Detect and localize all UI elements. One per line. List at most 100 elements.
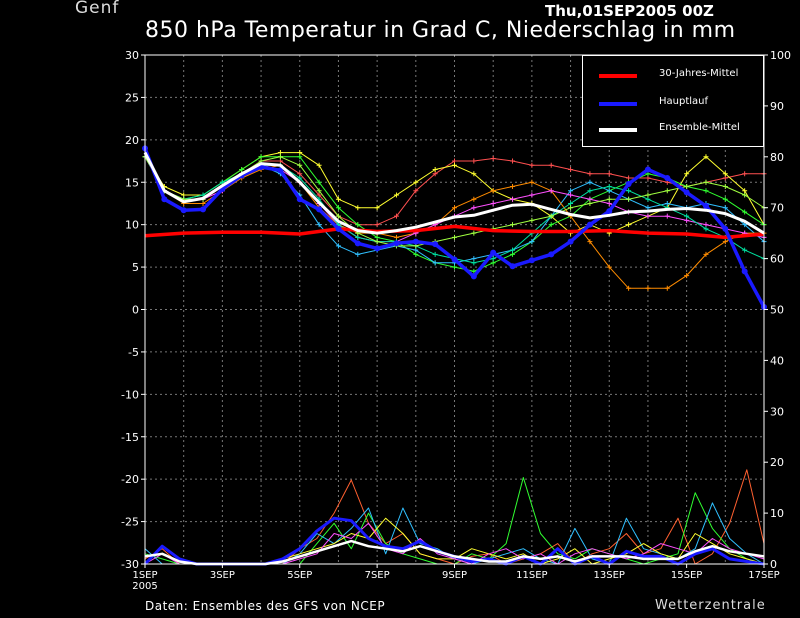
legend-label-climate-mean: 30-Jahres-Mittel <box>659 68 739 79</box>
main-run-point <box>161 196 168 203</box>
data-point-marker <box>742 188 748 194</box>
x-tick-label: 5SEP <box>287 570 312 581</box>
y-left-tick-label: -15 <box>121 431 139 444</box>
data-point-marker <box>277 154 283 160</box>
data-point-marker <box>374 205 380 211</box>
x-year-label: 2005 <box>132 581 157 592</box>
data-point-marker <box>529 217 535 223</box>
main-run-point <box>664 175 671 182</box>
data-point-marker <box>452 158 457 164</box>
data-point-marker <box>355 222 361 228</box>
main-run-point <box>316 206 323 213</box>
main-run-point <box>606 208 613 215</box>
data-point-marker <box>742 247 748 253</box>
legend-swatch-main-run <box>599 102 637 106</box>
data-point-marker <box>664 188 670 194</box>
data-point-marker <box>645 196 651 202</box>
data-point-marker <box>393 192 399 198</box>
data-point-marker <box>529 162 535 168</box>
data-point-marker <box>490 155 496 161</box>
y-left-tick-label: -5 <box>128 346 139 359</box>
main-run-point <box>741 268 748 275</box>
data-point-marker <box>626 222 632 228</box>
data-point-marker <box>606 200 612 206</box>
data-point-marker <box>355 205 361 211</box>
x-tick-label: 17SEP <box>748 570 779 581</box>
x-tick-label: 7SEP <box>365 570 390 581</box>
data-point-marker <box>606 188 612 194</box>
data-point-marker <box>703 251 709 257</box>
main-run-point <box>567 238 574 245</box>
data-point-marker <box>722 196 728 202</box>
y-right-tick-label: 60 <box>770 253 784 266</box>
data-point-marker <box>684 183 690 189</box>
y-right-tick-label: 30 <box>770 405 784 418</box>
chart-axes: 302520151050-5-10-15-20-25-3010090807060… <box>121 49 791 592</box>
y-right-tick-label: 90 <box>770 100 784 113</box>
y-right-tick-label: 100 <box>770 49 791 62</box>
x-tick-label: 15SEP <box>671 570 702 581</box>
temperature-main-lines <box>142 145 767 310</box>
data-point-marker <box>722 183 728 189</box>
y-left-tick-label: 0 <box>132 304 139 317</box>
data-point-marker <box>568 200 574 206</box>
main-run-point <box>432 241 439 248</box>
data-point-marker <box>587 200 593 206</box>
x-tick-label: 1SEP <box>132 570 157 581</box>
legend-item-climate-mean: 30-Jahres-Mittel <box>599 66 759 86</box>
data-point-marker <box>548 188 554 194</box>
data-point-marker <box>703 222 709 228</box>
data-point-marker <box>510 183 516 189</box>
climate-mean-line <box>144 224 765 240</box>
data-point-marker <box>413 188 419 194</box>
data-point-marker <box>335 196 341 202</box>
legend-swatch-ensemble-mean <box>599 128 637 132</box>
data-point-marker <box>452 264 457 270</box>
data-point-marker <box>645 192 651 198</box>
data-point-marker <box>548 162 554 168</box>
chart-title: 850 hPa Temperatur in Grad C, Niederschl… <box>145 18 736 43</box>
data-point-marker <box>606 171 612 177</box>
y-right-tick-label: 10 <box>770 507 784 520</box>
data-point-marker <box>239 167 245 173</box>
main-run-point <box>393 240 400 247</box>
data-point-marker <box>510 251 516 257</box>
data-point-marker <box>355 234 361 240</box>
data-point-marker <box>490 256 496 262</box>
main-run-point <box>548 251 555 258</box>
data-point-marker <box>316 192 322 198</box>
y-left-tick-label: 25 <box>125 91 139 104</box>
data-point-marker <box>626 285 632 291</box>
data-point-marker <box>606 264 612 270</box>
main-run-point <box>296 196 303 203</box>
data-point-marker <box>587 171 593 177</box>
data-point-marker <box>510 158 516 164</box>
data-point-marker <box>626 175 632 181</box>
data-point-marker <box>703 226 709 232</box>
data-point-marker <box>684 213 690 219</box>
y-right-tick-label: 50 <box>770 304 784 317</box>
data-point-marker <box>471 205 477 211</box>
data-point-marker <box>568 167 574 173</box>
data-point-marker <box>277 158 283 164</box>
ensemble-mean-line <box>143 151 765 235</box>
y-left-tick-label: 30 <box>125 49 139 62</box>
data-point-marker <box>568 205 574 211</box>
data-point-marker <box>510 196 516 202</box>
data-point-marker <box>587 196 593 202</box>
main-run-point <box>277 167 284 174</box>
main-run-point <box>470 273 477 280</box>
data-point-marker <box>703 179 709 185</box>
data-point-marker <box>529 179 535 185</box>
data-point-marker <box>645 205 651 211</box>
data-point-marker <box>529 192 535 198</box>
data-point-marker <box>568 188 574 194</box>
data-point-marker <box>316 162 322 168</box>
data-point-marker <box>297 171 303 177</box>
data-point-marker <box>393 213 399 219</box>
main-run-point <box>412 238 419 245</box>
y-right-tick-label: 0 <box>770 558 777 571</box>
data-point-marker <box>471 196 477 202</box>
data-point-marker <box>452 162 457 168</box>
